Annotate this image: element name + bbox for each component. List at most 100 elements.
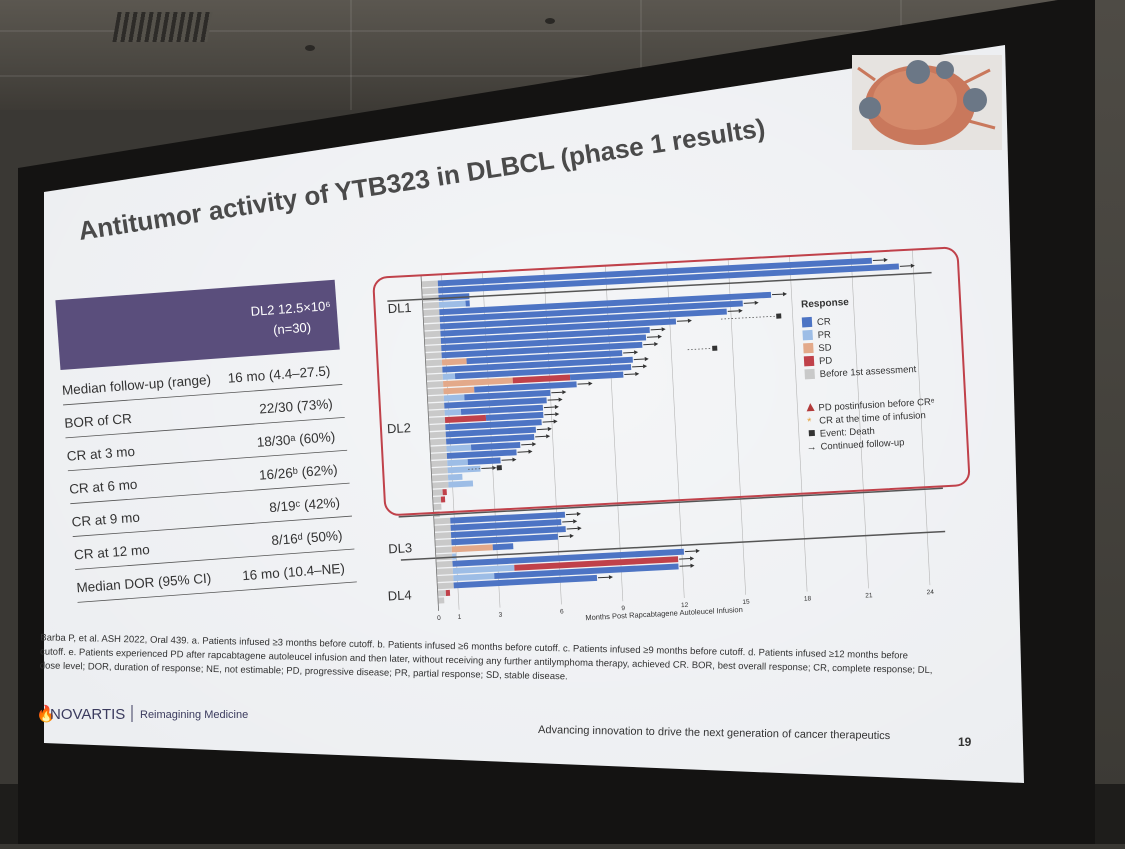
symbol-label: Event: Death [820, 426, 875, 440]
response-segment [421, 280, 439, 288]
table-row-divider [65, 416, 345, 439]
response-segment [426, 381, 444, 388]
patient-row [431, 473, 463, 482]
continued-arrow-head [690, 563, 695, 568]
continued-arrow-head [562, 390, 567, 395]
response-segment [485, 411, 544, 421]
patient-row [434, 526, 582, 539]
response-segment [437, 597, 445, 604]
continued-arrow [547, 399, 559, 401]
response-segment [451, 533, 559, 546]
continued-arrow [743, 302, 755, 304]
continued-arrow-head [553, 419, 558, 424]
legend-swatch [803, 355, 815, 367]
continued-arrow [646, 336, 658, 338]
response-segment [442, 356, 633, 373]
continued-arrow-head [577, 526, 582, 531]
response-segment [434, 532, 452, 539]
continued-arrow [566, 527, 578, 530]
x-tick-label: 6 [560, 608, 564, 615]
continued-arrow [643, 343, 655, 346]
response-segment [436, 575, 454, 583]
patient-row [430, 441, 537, 453]
response-segment [453, 574, 598, 589]
continued-arrow-head [642, 364, 648, 369]
continued-arrow-head [546, 434, 551, 439]
patient-row [432, 496, 446, 503]
response-segment [433, 517, 451, 525]
response-segment [494, 563, 679, 580]
response-segment [435, 546, 452, 554]
group-label-dl3: DL3 [388, 540, 413, 556]
continued-arrow [577, 383, 589, 385]
continued-arrow [517, 451, 529, 453]
patient-row [428, 404, 559, 417]
continued-arrow [565, 513, 577, 516]
response-segment [440, 318, 677, 337]
continued-arrow [633, 358, 645, 361]
response-segment [443, 394, 465, 402]
patient-row [436, 548, 700, 568]
legend-label: PR [817, 329, 831, 341]
response-segment [444, 414, 487, 423]
patient-row [427, 397, 563, 410]
response-segment [428, 417, 446, 424]
patient-row [422, 291, 788, 316]
novartis-logo-mark: 🔥 [36, 704, 56, 723]
x-tick-label: 15 [742, 599, 750, 606]
continued-arrow [536, 428, 548, 431]
patient-row [424, 327, 666, 345]
response-segment [447, 459, 468, 467]
continued-arrow-head [569, 533, 574, 539]
continued-arrow [679, 558, 691, 560]
response-segment [442, 489, 447, 496]
response-segment [437, 590, 447, 597]
response-segment [445, 426, 537, 438]
continued-arrow-head [695, 548, 700, 554]
patient-row [423, 308, 743, 331]
response-segment [427, 395, 445, 403]
response-segment [428, 424, 446, 432]
table-row-divider [70, 482, 350, 505]
continued-arrow-head [634, 350, 639, 355]
ceiling-grid [350, 0, 352, 110]
response-segment [441, 334, 647, 352]
patient-row [426, 364, 648, 381]
continued-arrow-head [573, 519, 578, 524]
triangle-icon [806, 403, 815, 412]
response-segment [442, 373, 456, 380]
table-header-bg [55, 279, 340, 371]
response-segment [454, 364, 632, 380]
continued-arrow [551, 391, 563, 394]
continued-arrow-head [608, 575, 613, 580]
response-segment [470, 441, 521, 451]
x-gridline [604, 265, 624, 602]
table-row-label: CR at 3 mo [66, 444, 135, 464]
response-segment [446, 444, 472, 452]
response-segment [437, 582, 454, 590]
response-segment [446, 434, 535, 445]
patient-row [427, 389, 567, 403]
continued-arrow [650, 328, 662, 331]
death-marker [776, 313, 782, 319]
x-tick-label: 1 [457, 614, 461, 621]
response-segment [444, 409, 462, 416]
brand-name: NOVARTIS [50, 706, 125, 723]
table-row-value: 18/30ᵃ (60%) [256, 429, 335, 450]
table-row-divider [72, 515, 353, 537]
response-segment [446, 449, 517, 459]
response-segment [429, 438, 447, 446]
legend-label: PD [819, 355, 833, 367]
dotted-followup [720, 315, 777, 320]
patient-row [436, 563, 695, 583]
legend-label: CR [817, 316, 831, 328]
continued-arrow [535, 435, 547, 438]
x-tick-label: 3 [498, 612, 502, 619]
legend-label: Before 1st assessment [819, 364, 916, 380]
patient-row [433, 503, 442, 511]
x-gridline [912, 249, 931, 586]
response-segment [424, 337, 442, 345]
patient-row [433, 511, 581, 525]
ceiling-sprinkler [305, 45, 315, 51]
response-segment [423, 316, 440, 324]
